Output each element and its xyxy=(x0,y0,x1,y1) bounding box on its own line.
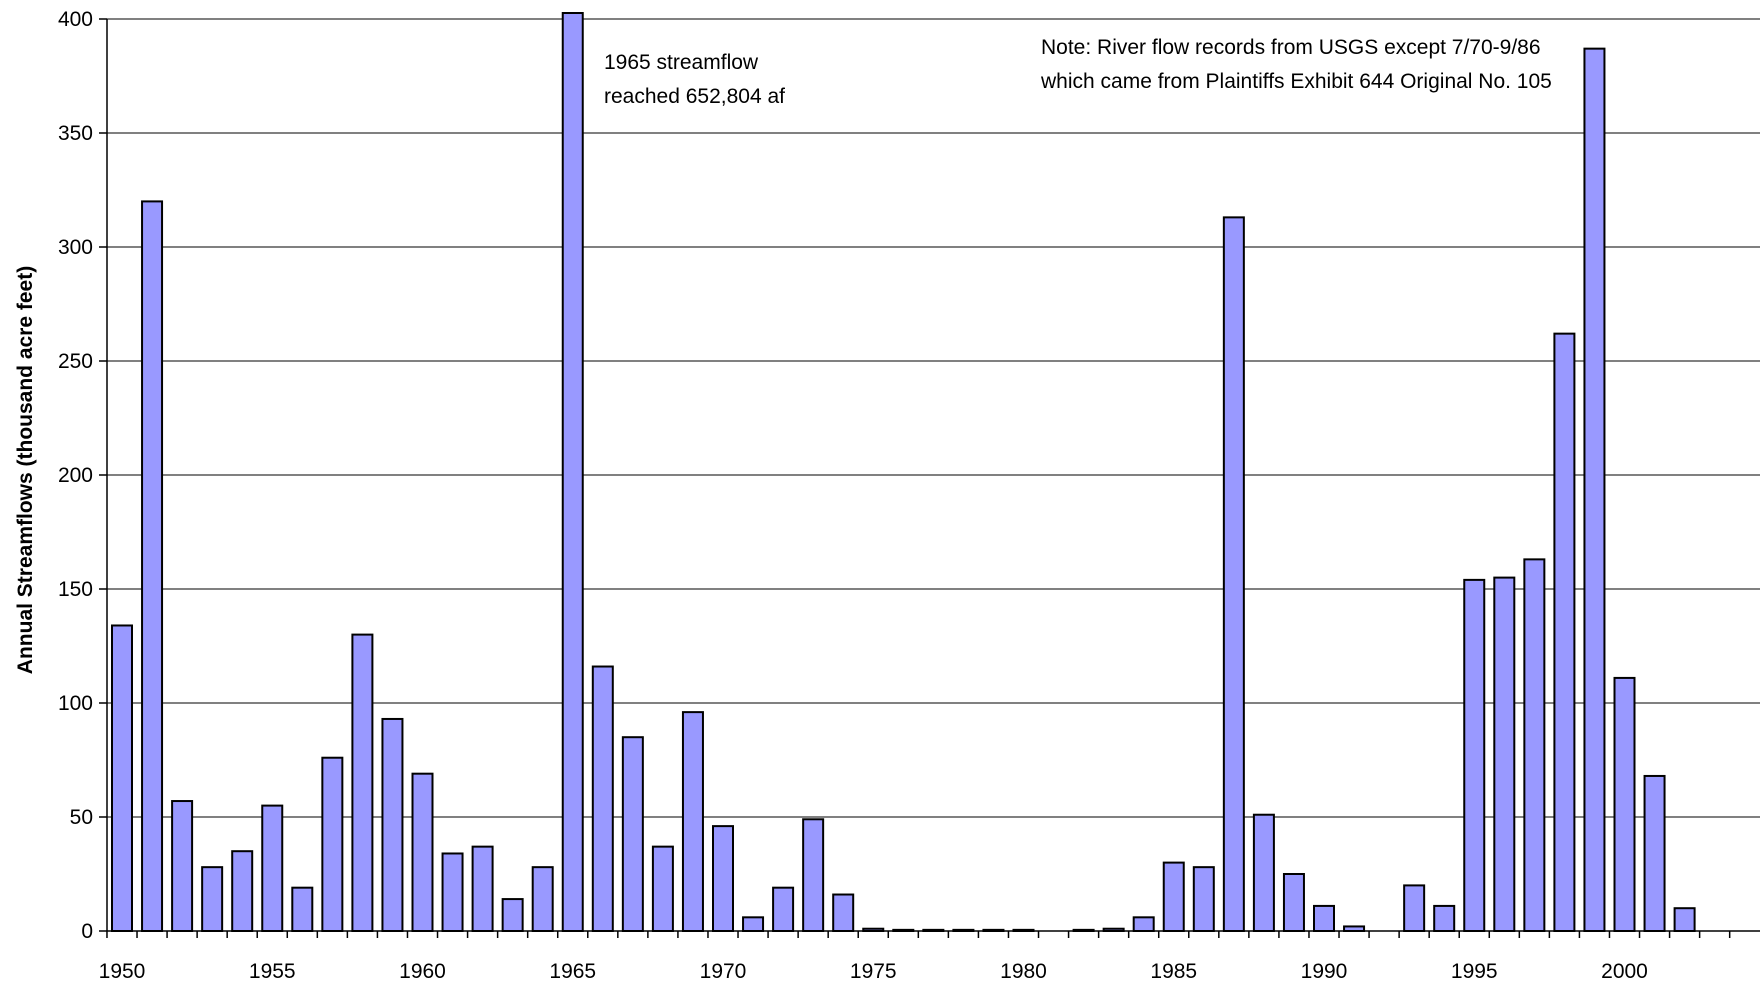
bar-2000 xyxy=(1613,676,1636,932)
bar-1974 xyxy=(832,893,855,933)
bar-1984 xyxy=(1132,916,1155,933)
y-tick-label-250: 250 xyxy=(58,350,93,373)
x-tick-label-2000: 2000 xyxy=(1601,960,1648,983)
x-tick-label-1960: 1960 xyxy=(399,960,446,983)
bar-2002 xyxy=(1673,907,1696,933)
bar-1968 xyxy=(651,845,674,933)
bar-1966 xyxy=(591,665,614,933)
y-tick-label-100: 100 xyxy=(58,692,93,715)
x-tick-label-1995: 1995 xyxy=(1451,960,1498,983)
bar-1951 xyxy=(141,200,164,932)
bar-1997 xyxy=(1523,558,1546,932)
x-tick-label-1970: 1970 xyxy=(700,960,747,983)
bar-1998 xyxy=(1553,332,1576,932)
x-tick-label-1965: 1965 xyxy=(549,960,596,983)
peak-annotation-line1: 1965 streamflow xyxy=(604,51,759,74)
bar-1995 xyxy=(1463,578,1486,932)
bar-1993 xyxy=(1403,884,1426,933)
y-tick-label-350: 350 xyxy=(58,122,93,145)
bar-1996 xyxy=(1493,576,1516,932)
source-note-line1: Note: River flow records from USGS excep… xyxy=(1041,36,1541,59)
x-tick-label-1950: 1950 xyxy=(99,960,146,983)
bar-1964 xyxy=(531,866,554,932)
bar-1989 xyxy=(1282,873,1305,932)
bar-1987 xyxy=(1222,216,1245,933)
bar-1957 xyxy=(321,756,344,932)
bar-1969 xyxy=(681,711,704,932)
bar-1986 xyxy=(1192,866,1215,932)
bar-1963 xyxy=(501,898,524,933)
y-tick-label-0: 0 xyxy=(81,920,93,943)
source-note-line2: which came from Plaintiffs Exhibit 644 O… xyxy=(1040,70,1552,93)
x-tick-label-1985: 1985 xyxy=(1150,960,1197,983)
bar-1955 xyxy=(261,804,284,932)
bar-1999 xyxy=(1583,47,1606,932)
y-tick-label-400: 400 xyxy=(58,8,93,31)
bar-1956 xyxy=(291,886,314,932)
y-tick-label-150: 150 xyxy=(58,578,93,601)
bar-1965 xyxy=(561,12,584,932)
bar-1959 xyxy=(381,717,404,933)
bar-1967 xyxy=(621,736,644,933)
bar-1953 xyxy=(201,866,224,932)
x-tick-label-1955: 1955 xyxy=(249,960,296,983)
bar-1994 xyxy=(1433,904,1456,932)
x-tick-labels: 1950 1955 1960 1965 1970 1975 1980 1985 1990 1995… xyxy=(99,960,1648,983)
x-tick-label-1975: 1975 xyxy=(850,960,897,983)
bar-1962 xyxy=(471,845,494,933)
bar-1960 xyxy=(411,772,434,932)
x-tick-label-1980: 1980 xyxy=(1000,960,1047,983)
y-tick-label-300: 300 xyxy=(58,236,93,259)
bar-1970 xyxy=(712,825,734,932)
bar-1954 xyxy=(231,850,254,933)
bar-1958 xyxy=(351,633,374,932)
bar-1971 xyxy=(742,916,765,933)
bar-1985 xyxy=(1162,861,1185,932)
gridlines xyxy=(107,18,1760,818)
x-tick-label-1990: 1990 xyxy=(1301,960,1348,983)
y-tick-label-50: 50 xyxy=(70,806,93,829)
bar-1972 xyxy=(772,886,795,932)
bar-1990 xyxy=(1313,904,1335,932)
y-tick-labels: 0 50 100 150 200 250 300 350 400 xyxy=(58,8,93,943)
bar-1988 xyxy=(1252,813,1275,932)
bar-series xyxy=(111,12,1696,933)
y-tick-label-200: 200 xyxy=(58,464,93,487)
bar-1961 xyxy=(441,852,464,932)
bar-1952 xyxy=(171,800,194,932)
bar-1950 xyxy=(111,624,133,932)
bar-2001 xyxy=(1643,774,1666,933)
peak-annotation-line2: reached 652,804 af xyxy=(604,85,785,108)
y-axis-label: Annual Streamflows (thousand acre feet) xyxy=(14,266,37,674)
axes xyxy=(99,18,1760,938)
bar-1973 xyxy=(802,818,825,933)
